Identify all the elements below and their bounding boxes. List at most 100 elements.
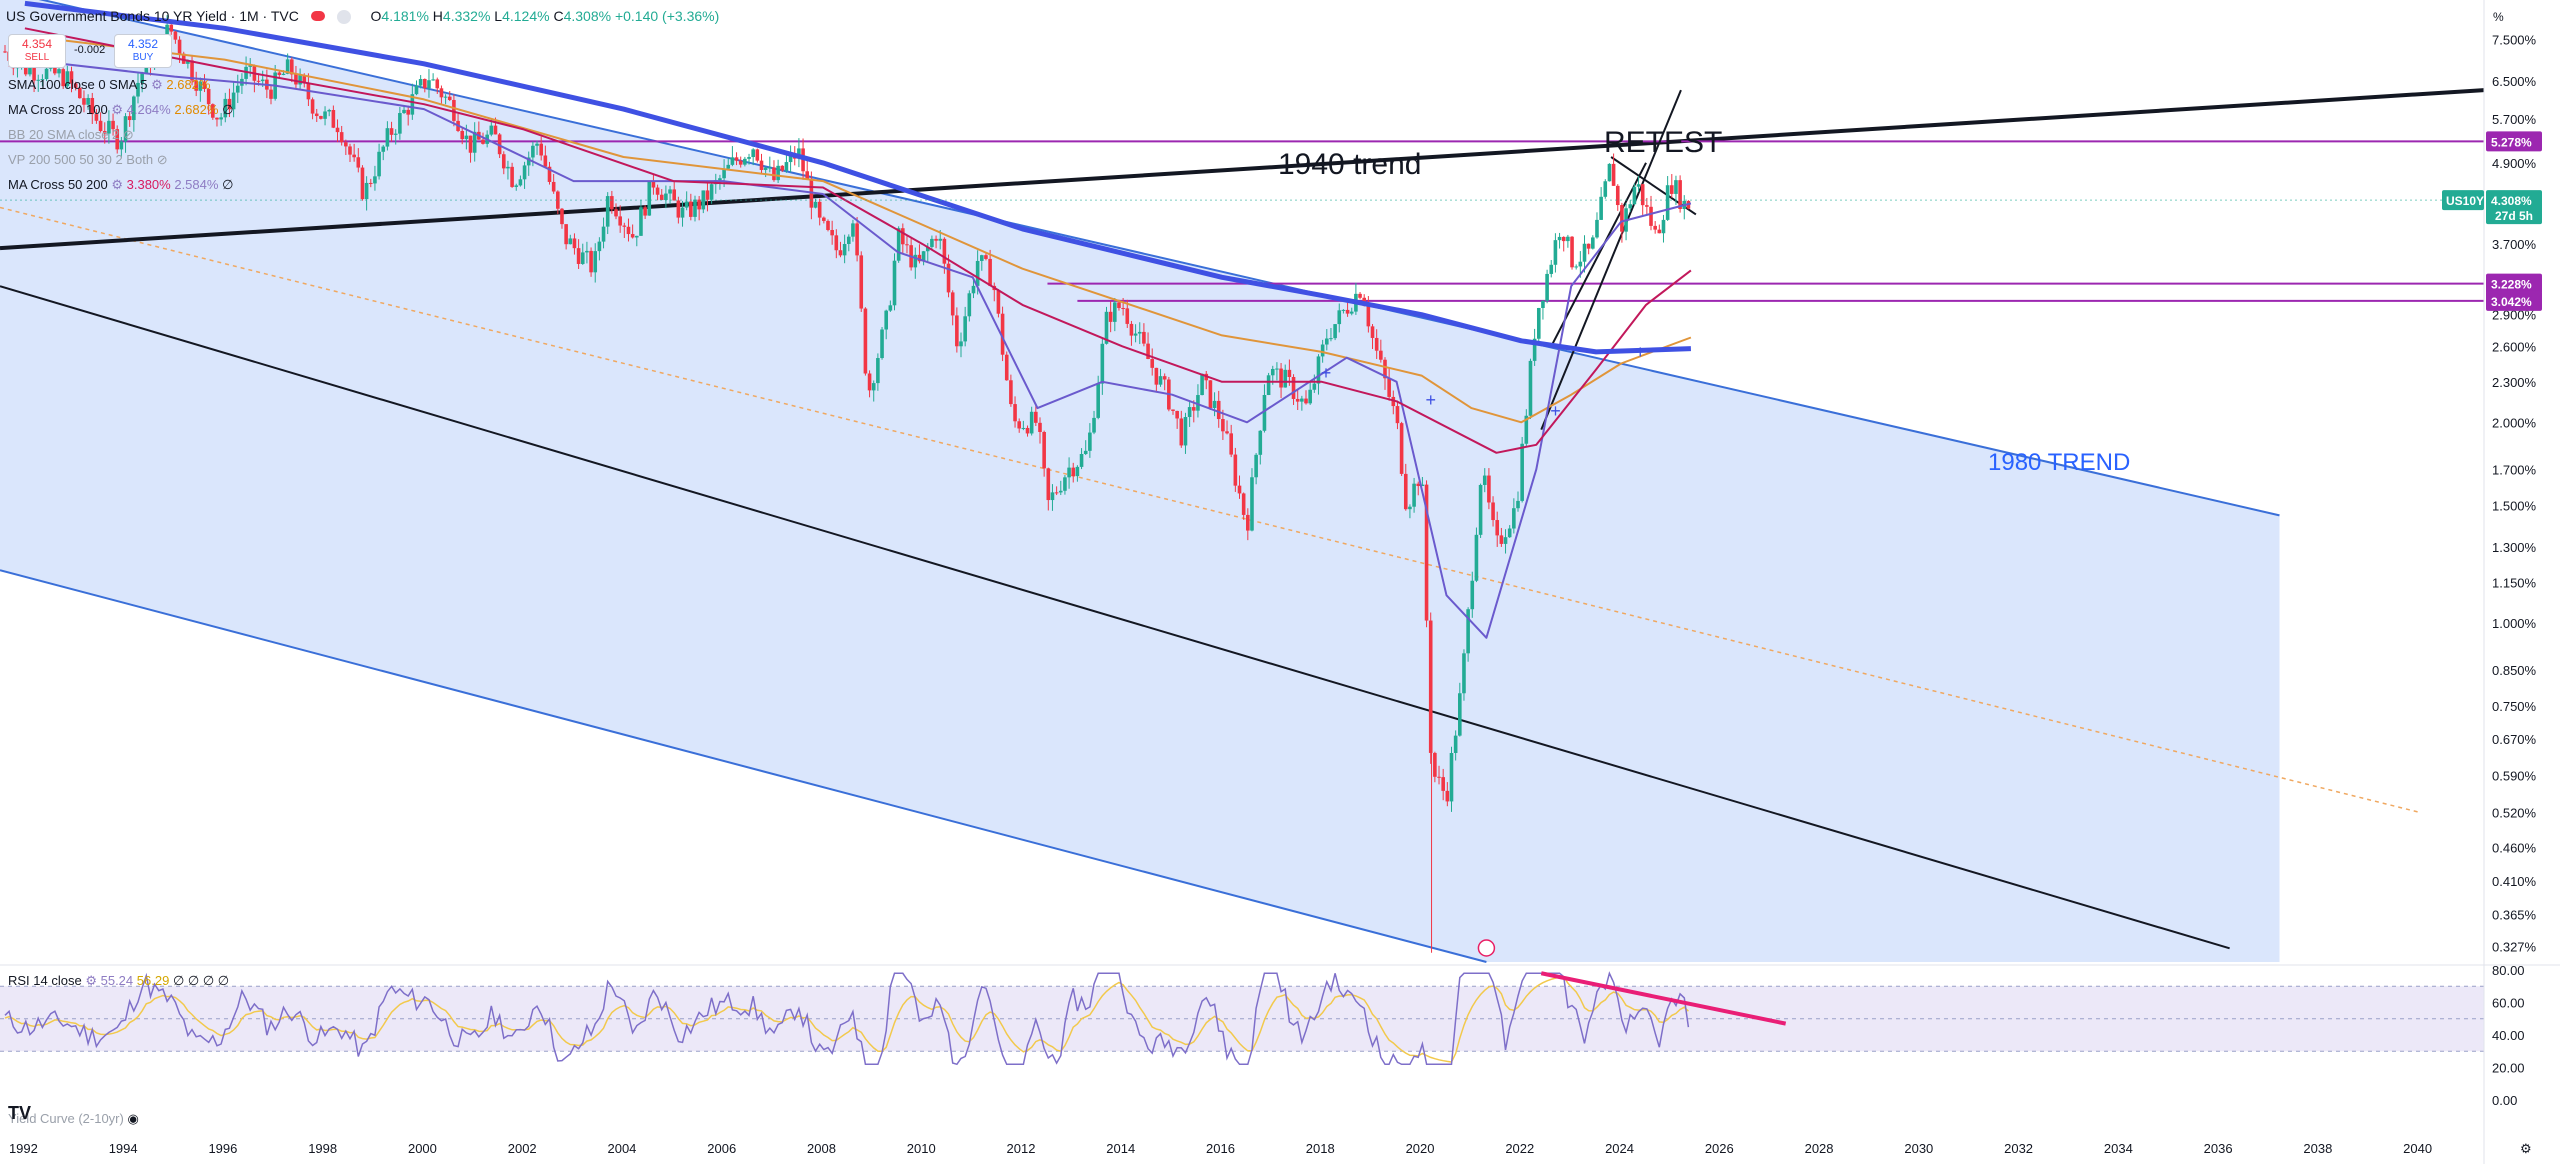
price-tick-label: 2.000% xyxy=(2492,415,2537,430)
settings-icon[interactable]: ⚙ xyxy=(151,77,163,92)
price-tag-label: 3.228% xyxy=(2491,278,2532,292)
candle-body xyxy=(722,168,726,179)
candle-body xyxy=(1428,620,1433,753)
sell-button[interactable]: 4.354 SELL xyxy=(8,34,66,68)
candle-body xyxy=(921,251,926,262)
buy-button[interactable]: 4.352 BUY xyxy=(114,34,172,68)
candle-body xyxy=(925,246,930,252)
candle-body xyxy=(1657,229,1662,234)
candle-body xyxy=(618,216,622,226)
candle-body xyxy=(822,217,826,221)
price-tick-label: 0.670% xyxy=(2492,732,2537,747)
candle-body xyxy=(1437,776,1441,778)
retest-line xyxy=(1540,89,1682,430)
candle-body xyxy=(115,129,120,150)
candle-body xyxy=(44,68,49,80)
candle-body xyxy=(1449,753,1454,802)
symbol-title[interactable]: US Government Bonds 10 YR Yield · 1M · T… xyxy=(6,8,299,24)
eye-off-icon[interactable]: ⊘ xyxy=(156,152,168,167)
candle-body xyxy=(1491,502,1495,521)
candle-body xyxy=(901,228,905,245)
annotation-1980-trend: 1980 TREND xyxy=(1988,449,2130,476)
sell-price: 4.354 xyxy=(21,37,53,51)
ma-line-ma-200-blue xyxy=(24,0,1691,355)
low-label: L xyxy=(494,8,503,24)
candle-body xyxy=(988,258,992,286)
candle-body xyxy=(418,78,423,86)
candle-body xyxy=(1458,693,1462,736)
low-value: 4.124% xyxy=(502,8,550,24)
time-tick-label: 2028 xyxy=(1805,1141,1834,1156)
candle-body xyxy=(1487,475,1491,503)
price-tick-label: 1.000% xyxy=(2492,616,2537,631)
candle-body xyxy=(435,79,440,89)
candle-body xyxy=(1225,431,1229,434)
candle-body xyxy=(780,165,785,171)
candle-body xyxy=(576,248,581,264)
price-tick-label: 7.500% xyxy=(2492,33,2537,48)
settings-icon[interactable]: ⚙ xyxy=(85,973,97,988)
eye-off-icon[interactable]: ⊘ xyxy=(122,127,134,142)
candle-body xyxy=(132,96,136,121)
candle-body xyxy=(140,73,144,83)
rsi-pane[interactable] xyxy=(0,964,2560,1066)
chart-header: US Government Bonds 10 YR Yield · 1M · T… xyxy=(6,8,719,25)
settings-icon[interactable]: ⚙ xyxy=(111,177,123,192)
price-tag: 3.228% xyxy=(2486,273,2542,294)
candle-body xyxy=(772,167,776,181)
candle-body xyxy=(1287,369,1292,377)
candle-body xyxy=(975,260,980,286)
yield-curve-legend[interactable]: Yield Curve (2-10yr) ◉ xyxy=(8,1111,139,1127)
candle-body xyxy=(1142,331,1146,344)
price-tick-label: 0.410% xyxy=(2492,874,2537,889)
minus-icon[interactable] xyxy=(336,10,351,25)
candle-body xyxy=(996,290,1001,314)
candle-body xyxy=(119,141,124,150)
candle-body xyxy=(697,199,701,210)
time-tick-label: 1994 xyxy=(109,1141,138,1156)
open-value: 4.181% xyxy=(381,8,429,24)
candle-body xyxy=(1570,236,1574,268)
candle-body xyxy=(1628,204,1633,209)
percent-unit: % xyxy=(2493,10,2504,24)
candle-body xyxy=(1083,450,1088,455)
candle-body xyxy=(1021,427,1026,429)
candle-body xyxy=(73,83,78,88)
indicator-vp[interactable]: VP 200 500 50 30 2 Both ⊘ xyxy=(8,152,168,168)
candle-body xyxy=(610,196,614,210)
candle-body xyxy=(1445,790,1450,802)
current-symbol-tag: US10Y xyxy=(2442,190,2484,211)
price-tag-bg xyxy=(2486,273,2542,294)
candle-body xyxy=(1591,237,1595,249)
candle-body xyxy=(1162,376,1167,380)
price-tick-label: 0.750% xyxy=(2492,699,2537,714)
indicator-ma-cross-20-100[interactable]: MA Cross 20 100 ⚙ 4.264% 2.682% ∅ xyxy=(8,102,233,118)
candle-body xyxy=(1291,376,1296,399)
candle-body xyxy=(410,94,415,115)
candle-body xyxy=(111,120,115,130)
candle-body xyxy=(215,117,219,120)
candle-body xyxy=(572,238,577,249)
candle-body xyxy=(1216,400,1221,420)
candle-body xyxy=(1595,219,1599,238)
indicator-ma-cross-50-200[interactable]: MA Cross 50 200 ⚙ 3.380% 2.584% ∅ xyxy=(8,177,233,193)
candle-body xyxy=(1067,467,1071,478)
indicator-name: VP 200 500 50 30 2 Both xyxy=(8,152,154,167)
settings-icon[interactable]: ⚙ xyxy=(111,102,123,117)
candle-body xyxy=(1345,309,1350,314)
candle-body xyxy=(327,109,332,112)
candle-body xyxy=(1649,206,1653,226)
indicator-value-1: 4.264% xyxy=(126,102,171,117)
candle-body xyxy=(730,157,735,165)
eye-icon[interactable]: ◉ xyxy=(127,1111,139,1126)
candle-body xyxy=(842,243,847,256)
indicator-sma100[interactable]: SMA 100 close 0 SMA 5 ⚙ 2.682% xyxy=(8,77,210,93)
rsi-legend[interactable]: RSI 14 close ⚙ 55.24 56.29 ∅ ∅ ∅ ∅ xyxy=(8,973,229,989)
indicator-value: 2.682% xyxy=(166,77,211,92)
candle-body xyxy=(211,104,215,118)
candle-body xyxy=(1462,653,1466,694)
indicator-bb[interactable]: BB 20 SMA close 2 ⊘ xyxy=(8,127,134,143)
candle-body xyxy=(1191,407,1196,411)
candle-body xyxy=(1121,308,1125,310)
